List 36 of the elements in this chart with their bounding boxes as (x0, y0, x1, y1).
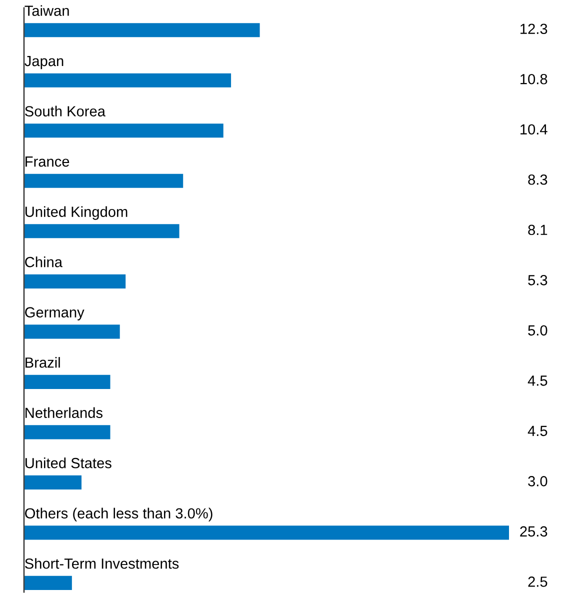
data-label: 8.3 (528, 174, 548, 185)
y-tick-label: France (26, 156, 70, 167)
y-tick-label: Brazil (26, 357, 60, 368)
bar (24, 576, 72, 590)
data-label: 8.1 (528, 224, 548, 236)
y-tick-label: United States (26, 458, 112, 468)
data-label: 4.5 (528, 426, 548, 436)
bar (24, 324, 120, 339)
bar (24, 124, 224, 138)
bar (24, 374, 110, 389)
bar (24, 274, 126, 288)
data-label: 3.0 (528, 476, 548, 486)
bar (24, 475, 82, 490)
data-label: 10.4 (520, 124, 548, 135)
y-tick-label: South Korea (25, 106, 106, 116)
bar (24, 526, 509, 540)
bar (24, 425, 110, 440)
y-tick-label: Germany (25, 307, 84, 320)
data-label: 5.0 (528, 325, 548, 336)
y-tick-label: Others (each less than 3.0%) (25, 508, 212, 522)
y-tick-label: Netherlands (26, 407, 102, 418)
bar (24, 174, 184, 188)
y-tick-label: Taiwan (24, 5, 69, 16)
data-label: 25.3 (520, 526, 548, 537)
bar (24, 224, 180, 238)
y-tick-label: Japan (24, 56, 64, 70)
bar (24, 23, 260, 38)
data-label: 4.5 (528, 376, 548, 386)
y-tick-label: United Kingdom (26, 206, 128, 220)
data-label: 2.5 (528, 576, 548, 587)
data-label: 10.8 (520, 74, 548, 84)
data-label: 12.3 (520, 24, 548, 34)
data-label: 5.3 (528, 274, 548, 286)
y-tick-label: China (25, 256, 62, 268)
y-tick-label: Short-Term Investments (25, 558, 179, 569)
bar (24, 73, 232, 88)
